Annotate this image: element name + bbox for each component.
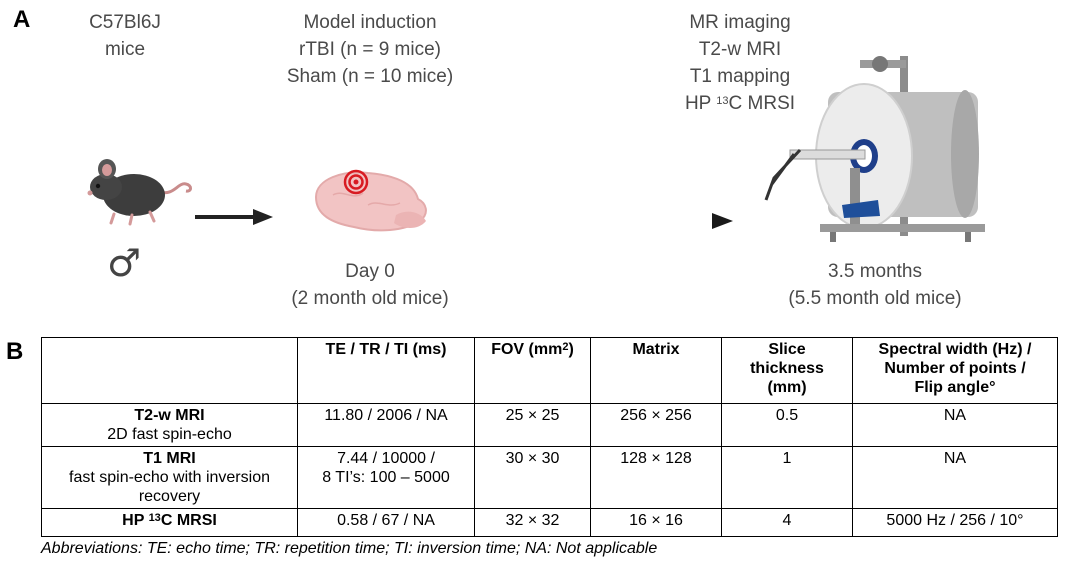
abbreviations-note: Abbreviations: TE: echo time; TR: repeti… [41, 540, 658, 557]
timepoint-caption: 3.5 months (5.5 month old mice) [760, 258, 990, 312]
day0-line2: (2 month old mice) [291, 288, 449, 309]
mice-caption: C57Bl6J mice [60, 9, 190, 63]
row-t1-fov: 30 × 30 [474, 446, 591, 509]
row-t1-spectral: NA [852, 446, 1058, 509]
row-t2w-spectral: NA [852, 403, 1058, 447]
mouse-icon [87, 159, 192, 226]
row-t1-slice: 1 [721, 446, 853, 509]
timepoint-line2: (5.5 month old mice) [788, 288, 962, 309]
table-row: T1 MRI fast spin-echo with inversion reco… [41, 446, 1058, 509]
panel-a-label: A [13, 6, 31, 33]
table-row: T2-w MRI 2D fast spin-echo 11.80 / 2006 /… [41, 403, 1058, 447]
imaging-line2: T2-w MRI [698, 39, 782, 60]
table-row: HP 13C MRSI 0.58 / 67 / NA 32 × 32 16 × … [41, 508, 1058, 537]
induction-line1: Model induction [303, 12, 437, 33]
imaging-caption: MR imaging T2-w MRI T1 mapping HP 13C MR… [640, 9, 840, 117]
header-slice-thickness: Slice thickness (mm) [721, 337, 853, 404]
induction-caption: Model induction rTBI (n = 9 mice) Sham (… [250, 9, 490, 90]
brain-icon [314, 169, 427, 232]
header-te-tr-ti: TE / TR / TI (ms) [297, 337, 475, 404]
male-symbol-icon: ♂ [107, 241, 142, 285]
mri-parameters-table: TE / TR / TI (ms) FOV (mm2) Matrix Slice… [41, 337, 1058, 537]
row-t1-matrix: 128 × 128 [590, 446, 722, 509]
row-mrsi-fov: 32 × 32 [474, 508, 591, 537]
row-t2w-name: T2-w MRI 2D fast spin-echo [41, 403, 298, 447]
row-t1-te: 7.44 / 10000 /8 TI’s: 100 – 5000 [297, 446, 475, 509]
arrow-icon [195, 209, 273, 225]
row-t1-name: T1 MRI fast spin-echo with inversion reco… [41, 446, 298, 509]
timeline-arrow-icon [460, 213, 733, 229]
mice-line1: C57Bl6J [89, 12, 161, 33]
timepoint-line1: 3.5 months [828, 261, 922, 282]
row-mrsi-slice: 4 [721, 508, 853, 537]
imaging-line4: HP 13C MRSI [684, 93, 796, 114]
induction-line2: rTBI (n = 9 mice) [299, 39, 441, 60]
row-mrsi-matrix: 16 × 16 [590, 508, 722, 537]
header-matrix: Matrix [590, 337, 722, 404]
row-mrsi-te: 0.58 / 67 / NA [297, 508, 475, 537]
header-spectral: Spectral width (Hz) / Number of points / F… [852, 337, 1058, 404]
header-empty [41, 337, 298, 404]
table-header-row: TE / TR / TI (ms) FOV (mm2) Matrix Slice… [41, 337, 1058, 404]
row-mrsi-name: HP 13C MRSI [41, 508, 298, 537]
row-mrsi-spectral: 5000 Hz / 256 / 10° [852, 508, 1058, 537]
imaging-line1: MR imaging [689, 12, 791, 33]
day0-caption: Day 0 (2 month old mice) [260, 258, 480, 312]
panel-b-label: B [6, 338, 24, 365]
row-t2w-matrix: 256 × 256 [590, 403, 722, 447]
mri-scanner-icon [764, 56, 985, 242]
day0-line1: Day 0 [345, 261, 395, 282]
imaging-line3: T1 mapping [689, 66, 791, 87]
row-t2w-fov: 25 × 25 [474, 403, 591, 447]
mice-line2: mice [104, 39, 146, 60]
row-t2w-te: 11.80 / 2006 / NA [297, 403, 475, 447]
induction-line3: Sham (n = 10 mice) [286, 66, 454, 87]
row-t2w-slice: 0.5 [721, 403, 853, 447]
header-fov: FOV (mm2) [474, 337, 591, 404]
